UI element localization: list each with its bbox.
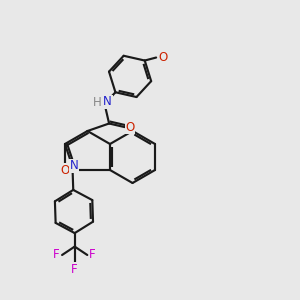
Text: O: O: [158, 51, 167, 64]
Text: F: F: [71, 262, 78, 276]
Text: O: O: [60, 164, 70, 176]
Text: N: N: [103, 95, 112, 108]
Text: N: N: [70, 159, 78, 172]
Text: O: O: [125, 121, 135, 134]
Text: H: H: [93, 96, 101, 109]
Text: F: F: [89, 248, 96, 262]
Text: F: F: [53, 248, 60, 262]
